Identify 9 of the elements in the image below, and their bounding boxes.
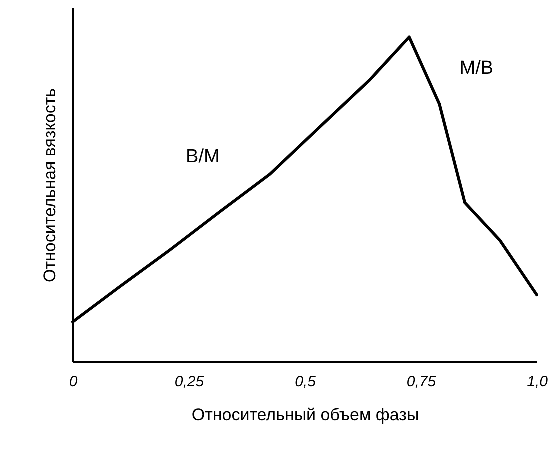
x-tick-label: 1,0 xyxy=(527,374,549,390)
y-axis-title: Относительная вязкость xyxy=(40,88,60,282)
x-tick-label: 0,75 xyxy=(406,374,437,390)
x-tick-label: 0,25 xyxy=(174,374,205,390)
x-tick-label: 0 xyxy=(69,374,78,390)
annotation: B/M xyxy=(186,146,220,168)
x-axis-title: Относительный объем фазы xyxy=(192,406,420,424)
annotation: M/B xyxy=(460,58,494,80)
x-tick-label: 0,5 xyxy=(295,374,317,390)
